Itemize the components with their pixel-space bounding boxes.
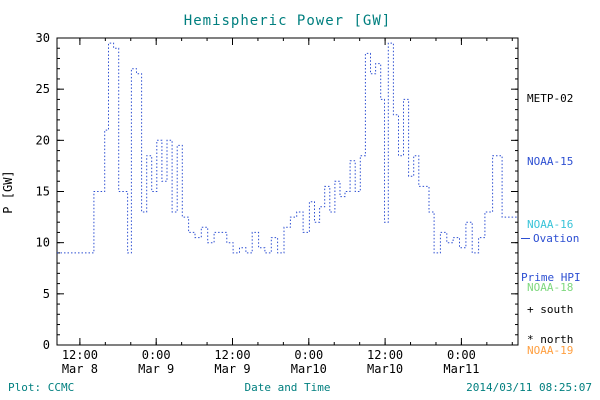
- y-tick-label: 10: [36, 236, 50, 250]
- satellite-legend: METP-02 NOAA-15 NOAA-16 NOAA-18 NOAA-19: [527, 46, 573, 400]
- y-tick-label: 15: [36, 185, 50, 199]
- legend-item-metp02: METP-02: [527, 92, 574, 105]
- y-tick-label: 20: [36, 133, 50, 147]
- x-tick-time-label: 0:00: [294, 348, 323, 362]
- ovation-annotation: Ovation Prime HPI: [521, 206, 581, 310]
- x-tick-date-label: Mar10: [367, 362, 403, 376]
- y-tick-label: 0: [43, 338, 50, 352]
- ovation-label-line2: Prime HPI: [521, 271, 581, 284]
- north-marker-key: * north: [527, 333, 574, 346]
- south-marker-key: + south: [527, 303, 574, 316]
- x-axis-title: Date and Time: [244, 381, 331, 394]
- x-tick-time-label: 12:00: [367, 348, 403, 362]
- y-axis-label: P [GW]: [1, 170, 15, 214]
- x-tick-time-label: 12:00: [214, 348, 250, 362]
- plot-timestamp: 2014/03/11 08:25:07: [466, 381, 592, 394]
- line-sample-icon: [521, 238, 530, 239]
- x-tick-date-label: Mar 9: [138, 362, 174, 376]
- y-tick-label: 30: [36, 31, 50, 45]
- y-tick-label: 25: [36, 82, 50, 96]
- chart-title: Hemispheric Power [GW]: [183, 13, 392, 29]
- plot-frame: [56, 37, 519, 346]
- x-tick-date-label: Mar 9: [214, 362, 250, 376]
- x-tick-time-label: 12:00: [62, 348, 98, 362]
- hpi-data-line: [57, 42, 518, 254]
- legend-item-noaa15: NOAA-15: [527, 155, 574, 168]
- plot-source-label: Plot: CCMC: [8, 381, 75, 394]
- ovation-label-line1: Ovation: [533, 232, 580, 245]
- y-tick-label: 5: [43, 287, 50, 301]
- legend-item-noaa16: NOAA-16: [527, 218, 574, 231]
- x-tick-date-label: Mar10: [291, 362, 327, 376]
- x-tick-time-label: 0:00: [142, 348, 171, 362]
- x-tick-time-label: 0:00: [447, 348, 476, 362]
- legend-item-noaa18: NOAA-18: [527, 281, 574, 294]
- legend-item-noaa19: NOAA-19: [527, 344, 574, 357]
- x-tick-date-label: Mar11: [443, 362, 479, 376]
- x-tick-date-label: Mar 8: [62, 362, 98, 376]
